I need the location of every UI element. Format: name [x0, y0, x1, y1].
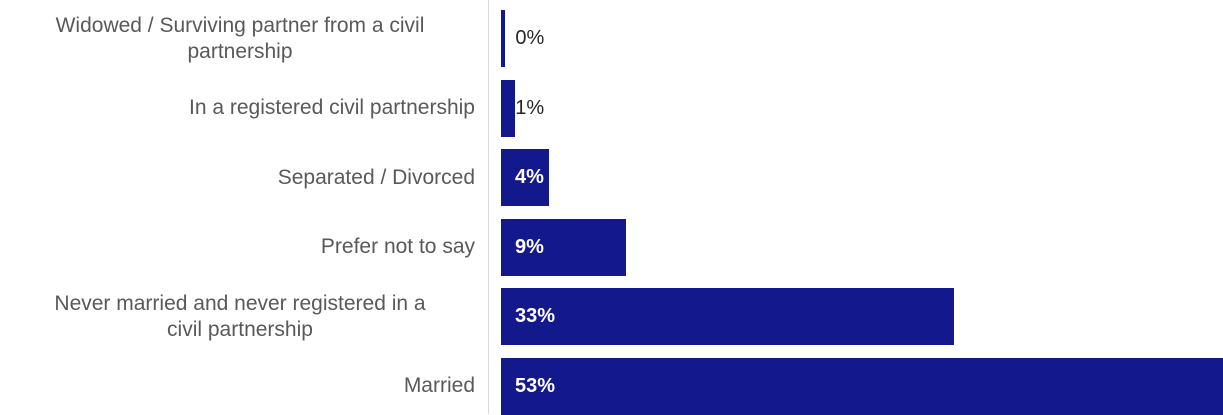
category-label-line: Prefer not to say	[320, 235, 475, 258]
data-label: 4%	[515, 166, 544, 188]
category-label: Prefer not to say	[5, 234, 475, 260]
bar	[501, 288, 955, 345]
data-label: 33%	[515, 305, 556, 327]
category-label: Married	[5, 373, 475, 399]
category-label-line: Never married and never registered in a	[54, 291, 426, 315]
category-label-line: Widowed / Surviving partner from a civil	[55, 13, 425, 37]
category-label-line: Married	[403, 374, 475, 397]
category-axis-line	[488, 0, 489, 414]
category-label-line: Separated / Divorced	[277, 165, 475, 189]
bar	[501, 357, 1223, 415]
data-label: 0%	[515, 27, 545, 49]
bar	[501, 149, 550, 206]
bar	[501, 79, 516, 137]
category-label-line: partnership	[187, 39, 293, 63]
category-label-line: civil partnership	[167, 317, 313, 341]
data-label: 9%	[515, 235, 544, 258]
category-label: In a registered civil partnership	[5, 95, 475, 121]
category-label: Separated / Divorced	[5, 165, 475, 191]
category-label: Widowed / Surviving partner from a civil…	[5, 13, 475, 65]
data-label: 1%	[515, 96, 545, 119]
data-label: 53%	[515, 374, 556, 397]
category-label-line: In a registered civil partnership	[189, 96, 475, 119]
bar	[501, 218, 627, 276]
bar	[501, 10, 506, 67]
